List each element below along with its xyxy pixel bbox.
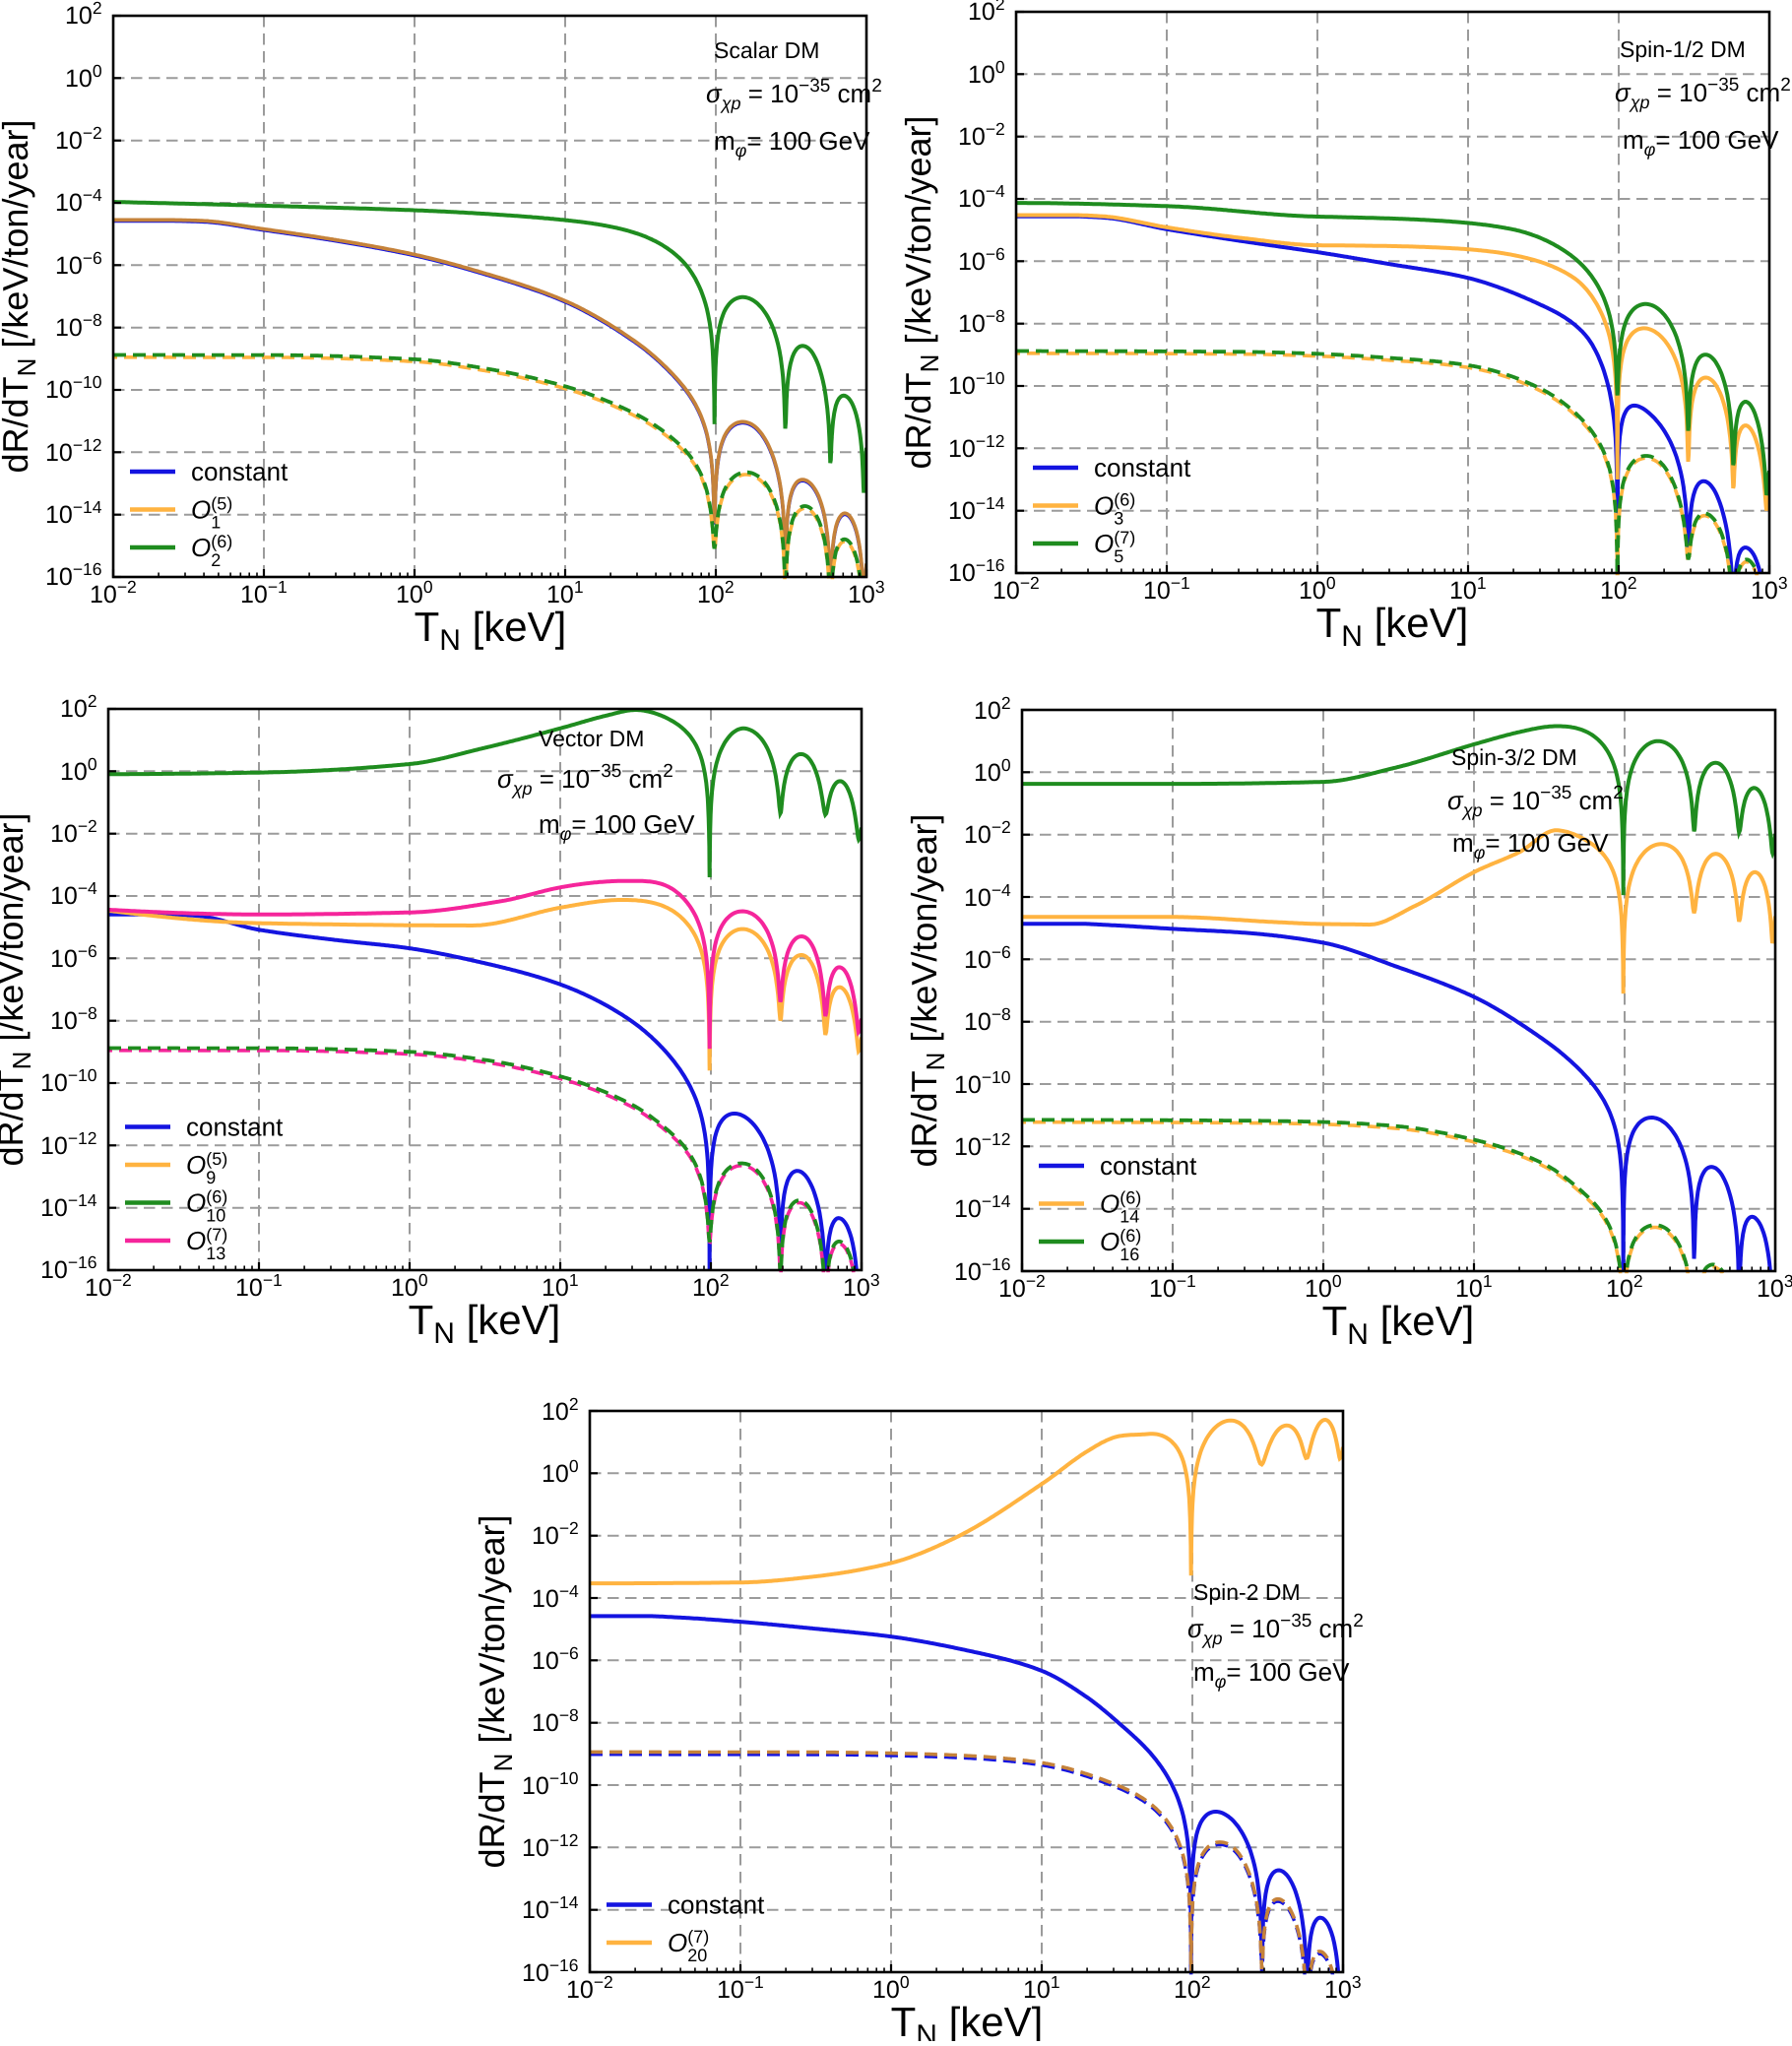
svg-text:O(5)1: O(5) 1 [191,494,232,533]
svg-text:TN [keV]: TN [keV] [891,1999,1044,2041]
svg-text:102: 102 [968,0,1005,26]
svg-text:100: 100 [391,1270,428,1302]
svg-text:σχp = 10−35 cm2: σχp = 10−35 cm2 [1447,783,1624,820]
svg-text:10−1: 10−1 [1149,1271,1196,1303]
svg-text:102: 102 [60,691,97,723]
svg-text:TN [keV]: TN [keV] [1316,600,1469,653]
svg-text:mφ= 100 GeV: mφ= 100 GeV [1623,125,1779,160]
svg-text:O(6)14: O(6) 14 [1100,1188,1141,1227]
svg-text:σχp = 10−35 cm2: σχp = 10−35 cm2 [1187,1611,1364,1648]
svg-text:dR/dTN [/keV/ton/year]: dR/dTN [/keV/ton/year] [472,1515,518,1869]
svg-text:σχp = 10−35 cm2: σχp = 10−35 cm2 [706,76,882,113]
svg-text:10−16: 10−16 [522,1955,579,1987]
svg-text:Vector DM: Vector DM [539,726,644,751]
svg-text:constant: constant [191,457,288,486]
svg-text:TN [keV]: TN [keV] [409,1297,561,1350]
svg-text:dR/dTN [/keV/ton/year]: dR/dTN [/keV/ton/year] [0,813,36,1167]
svg-text:constant: constant [668,1890,765,1920]
svg-text:O(5)9: O(5) 9 [186,1149,227,1187]
svg-text:mφ= 100 GeV: mφ= 100 GeV [714,126,870,160]
svg-text:dR/dTN [/keV/ton/year]: dR/dTN [/keV/ton/year] [904,814,950,1168]
svg-text:O(6)3: O(6) 3 [1094,490,1135,529]
svg-text:O(7)20: O(7) 20 [668,1927,709,1965]
svg-text:TN [keV]: TN [keV] [415,604,567,657]
svg-text:10−6: 10−6 [532,1643,579,1675]
svg-text:constant: constant [1094,453,1191,482]
svg-text:Spin-1/2 DM: Spin-1/2 DM [1620,36,1746,62]
svg-text:O(6)16: O(6) 16 [1100,1226,1141,1264]
svg-text:constant: constant [186,1113,284,1142]
svg-text:10−2: 10−2 [85,1270,132,1302]
svg-text:10−6: 10−6 [50,941,97,973]
svg-text:O(7)5: O(7) 5 [1094,528,1135,566]
svg-text:dR/dTN [/keV/ton/year]: dR/dTN [/keV/ton/year] [898,116,944,470]
svg-text:σχp = 10−35 cm2: σχp = 10−35 cm2 [497,761,673,799]
svg-text:10−2: 10−2 [90,577,137,608]
svg-text:O(6)10: O(6) 10 [186,1187,227,1226]
svg-text:O(6)2: O(6) 2 [191,532,232,570]
svg-text:10−10: 10−10 [40,1065,97,1097]
svg-text:10−1: 10−1 [1143,573,1190,605]
svg-text:O(7)13: O(7) 13 [186,1225,227,1263]
svg-text:mφ= 100 GeV: mφ= 100 GeV [539,809,695,844]
svg-text:constant: constant [1100,1151,1197,1181]
svg-text:Spin-2 DM: Spin-2 DM [1193,1579,1301,1605]
svg-text:Scalar DM: Scalar DM [714,37,819,63]
svg-text:10−16: 10−16 [954,1254,1011,1286]
svg-text:10−4: 10−4 [532,1581,579,1613]
svg-text:σχp = 10−35 cm2: σχp = 10−35 cm2 [1615,75,1791,112]
svg-text:TN [keV]: TN [keV] [1322,1298,1475,1351]
svg-text:dR/dTN [/keV/ton/year]: dR/dTN [/keV/ton/year] [0,120,41,474]
svg-text:Spin-3/2 DM: Spin-3/2 DM [1451,744,1577,770]
